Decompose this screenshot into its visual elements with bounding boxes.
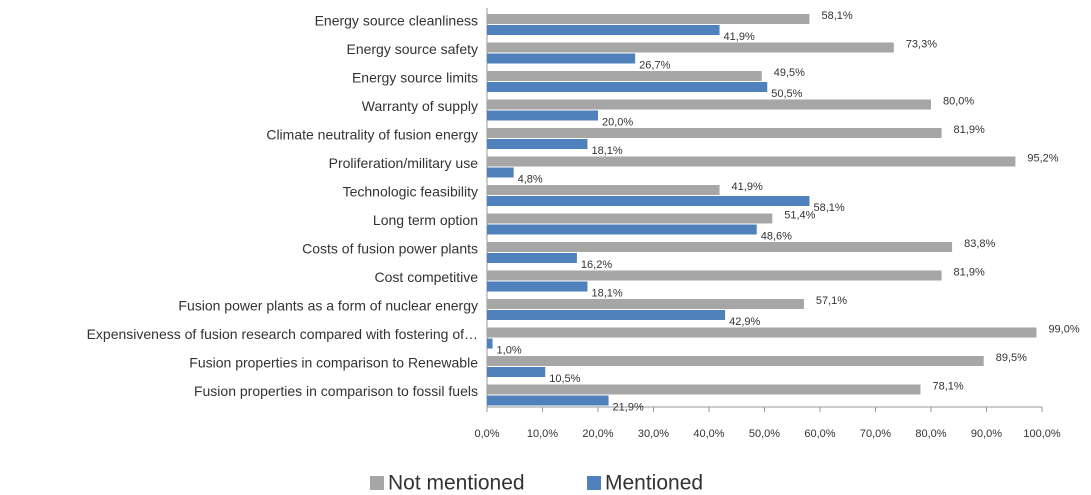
category-label: Expensiveness of fusion research compare… <box>87 326 478 342</box>
bar <box>487 213 773 224</box>
value-label: 18,1% <box>591 145 622 157</box>
bar <box>487 299 804 309</box>
value-label: 41,9% <box>724 31 755 43</box>
legend-swatch <box>370 476 384 490</box>
category-label: Fusion properties in comparison to fossi… <box>194 383 478 399</box>
value-label: 99,0% <box>1048 323 1079 335</box>
bar <box>487 99 931 110</box>
value-label: 58,1% <box>821 10 852 22</box>
x-tick-label: 60,0% <box>804 428 835 440</box>
bar <box>487 167 514 178</box>
value-label: 21,9% <box>613 401 644 413</box>
value-label: 81,9% <box>954 266 985 278</box>
category-label: Long term option <box>373 212 478 228</box>
bar <box>487 270 942 281</box>
legend-label: Mentioned <box>605 472 703 495</box>
value-label: 80,0% <box>943 95 974 107</box>
x-tick-label: 20,0% <box>582 428 613 440</box>
x-tick-label: 90,0% <box>971 428 1002 440</box>
x-tick-label: 10,0% <box>527 428 558 440</box>
value-label: 48,6% <box>761 230 792 242</box>
category-label: Costs of fusion power plants <box>302 241 478 257</box>
bar <box>487 14 810 24</box>
bar <box>487 25 720 35</box>
value-label: 95,2% <box>1027 152 1058 164</box>
bar <box>487 185 720 195</box>
value-label: 89,5% <box>996 352 1027 364</box>
bar <box>487 253 577 263</box>
bar <box>487 156 1016 167</box>
bar <box>487 338 493 349</box>
bar <box>487 356 984 366</box>
value-label: 4,8% <box>518 173 543 185</box>
x-tick-label: 0,0% <box>474 428 499 440</box>
bar <box>487 242 953 252</box>
legend-swatch <box>587 476 601 490</box>
bar <box>487 82 768 92</box>
x-tick-label: 100,0% <box>1023 428 1061 440</box>
bar <box>487 196 810 206</box>
value-label: 50,5% <box>771 88 802 100</box>
value-label: 16,2% <box>581 259 612 271</box>
bar <box>487 327 1037 338</box>
bar <box>487 384 921 395</box>
bar <box>487 367 546 377</box>
bar <box>487 128 942 138</box>
value-label: 83,8% <box>964 238 995 250</box>
value-label: 18,1% <box>591 287 622 299</box>
category-label: Climate neutrality of fusion energy <box>266 127 478 143</box>
bar <box>487 53 636 64</box>
value-label: 78,1% <box>932 380 963 392</box>
category-label: Energy source safety <box>346 41 478 57</box>
bar <box>487 310 726 320</box>
value-label: 49,5% <box>774 67 805 79</box>
bar <box>487 42 894 53</box>
value-label: 20,0% <box>602 116 633 128</box>
bar <box>487 395 609 406</box>
x-tick-label: 50,0% <box>749 428 780 440</box>
category-label: Fusion properties in comparison to Renew… <box>189 355 478 371</box>
value-label: 1,0% <box>497 344 522 356</box>
value-label: 42,9% <box>729 316 760 328</box>
bar <box>487 224 757 235</box>
legend-label: Not mentioned <box>388 472 525 495</box>
category-label: Technologic feasibility <box>343 184 478 200</box>
category-label: Energy source limits <box>352 70 478 86</box>
bar <box>487 110 598 121</box>
value-label: 57,1% <box>816 295 847 307</box>
value-label: 51,4% <box>784 209 815 221</box>
x-tick-label: 70,0% <box>860 428 891 440</box>
value-label: 73,3% <box>906 38 937 50</box>
category-label: Cost competitive <box>375 269 479 285</box>
value-label: 26,7% <box>639 59 670 71</box>
x-tick-label: 30,0% <box>638 428 669 440</box>
x-tick-label: 40,0% <box>693 428 724 440</box>
value-label: 58,1% <box>813 202 844 214</box>
value-label: 41,9% <box>732 181 763 193</box>
bar <box>487 281 588 292</box>
value-label: 81,9% <box>954 124 985 136</box>
category-label: Fusion power plants as a form of nuclear… <box>178 298 478 314</box>
category-label: Proliferation/military use <box>329 155 479 171</box>
bar <box>487 139 588 149</box>
x-tick-label: 80,0% <box>915 428 946 440</box>
category-label: Warranty of supply <box>362 98 478 114</box>
value-label: 10,5% <box>549 373 580 385</box>
category-label: Energy source cleanliness <box>315 13 478 29</box>
bar <box>487 71 762 81</box>
